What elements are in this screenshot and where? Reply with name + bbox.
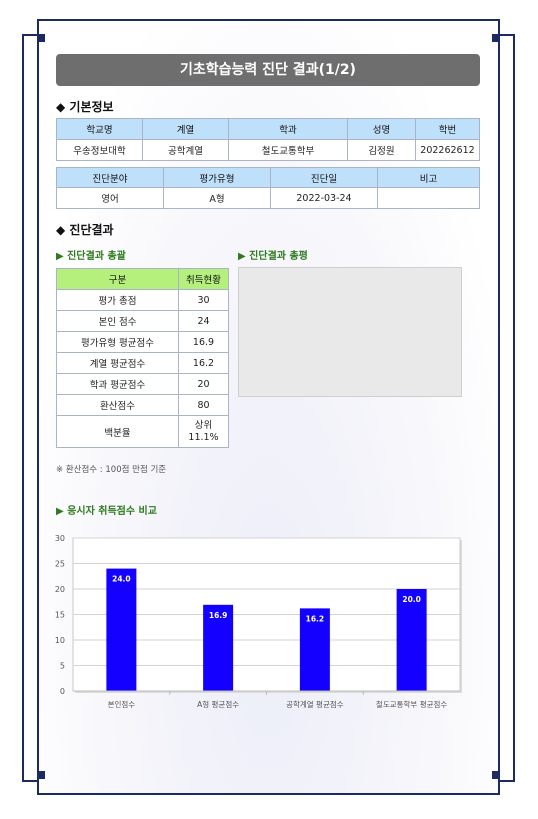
chart-area: 0 5 10 15 20 25 30 24.0 본인점수 16.9 A형 평균점수 16.2 공학계열 … bbox=[48, 526, 478, 716]
bar bbox=[203, 604, 234, 691]
frame-inner bbox=[37, 19, 500, 795]
percentile-value: 11.1% bbox=[188, 431, 219, 443]
cell-type: A형 bbox=[163, 187, 271, 209]
bar bbox=[106, 568, 137, 691]
row-value: 80 bbox=[178, 394, 229, 416]
y-tick-label: 20 bbox=[55, 585, 65, 594]
row-label: 백분율 bbox=[56, 415, 179, 448]
header-name: 성명 bbox=[347, 118, 416, 140]
row-value: 20 bbox=[178, 373, 229, 395]
header-date: 진단일 bbox=[270, 167, 378, 188]
x-tick-label: 공학계열 평균점수 bbox=[286, 699, 344, 709]
percentile-rank: 상위 bbox=[194, 419, 213, 431]
x-tick-label: 철도교통학부 평균점수 bbox=[376, 699, 447, 709]
cell-area: 영어 bbox=[56, 187, 164, 209]
corner-ornament bbox=[492, 771, 500, 779]
header-type: 평가유형 bbox=[163, 167, 271, 188]
page-title: 기초학습능력 진단 결과(1/2) bbox=[56, 54, 480, 86]
summary-heading: ▶ 진단결과 총괄 bbox=[56, 251, 126, 262]
bar bbox=[396, 589, 427, 691]
row-label: 본인 점수 bbox=[56, 310, 179, 332]
header-student-id: 학번 bbox=[415, 118, 480, 140]
corner-ornament bbox=[37, 34, 45, 42]
y-tick-label: 30 bbox=[55, 534, 65, 543]
row-label: 계열 평균점수 bbox=[56, 352, 179, 374]
data-label: 16.2 bbox=[306, 614, 325, 623]
note-text: ※ 환산점수 : 100점 만점 기준 bbox=[56, 465, 167, 475]
basic-info-table: 학교명 계열 학과 성명 학번 우송정보대학 공학계열 철도교통학부 김정원 2… bbox=[56, 118, 480, 161]
cell-school: 우송정보대학 bbox=[56, 139, 143, 161]
y-tick-label: 0 bbox=[60, 687, 65, 696]
section-result-heading: ◆ 진단결과 bbox=[56, 223, 114, 237]
header-field: 계열 bbox=[142, 118, 229, 140]
cell-field: 공학계열 bbox=[142, 139, 229, 161]
header-dept: 학과 bbox=[228, 118, 348, 140]
row-value: 16.9 bbox=[178, 331, 229, 353]
cell-remark bbox=[377, 187, 480, 209]
chart-heading: ▶ 응시자 취득점수 비교 bbox=[56, 506, 157, 517]
y-tick-label: 10 bbox=[55, 636, 65, 645]
x-tick-label: A형 평균점수 bbox=[197, 699, 239, 709]
row-value: 16.2 bbox=[178, 352, 229, 374]
row-label: 학과 평균점수 bbox=[56, 373, 179, 395]
cell-name: 김정원 bbox=[347, 139, 416, 161]
row-value: 30 bbox=[178, 289, 229, 311]
review-heading: ▶ 진단결과 총평 bbox=[238, 251, 308, 262]
data-label: 20.0 bbox=[402, 595, 421, 604]
x-tick-label: 본인점수 bbox=[108, 699, 136, 709]
summary-table: 구분 취득현황 평가 총점 30 본인 점수 24 평가유형 평균점수 16.9 계열… bbox=[56, 268, 229, 448]
header-school: 학교명 bbox=[56, 118, 143, 140]
bar bbox=[299, 608, 330, 691]
cell-dept: 철도교통학부 bbox=[228, 139, 348, 161]
header-score: 취득현황 bbox=[178, 268, 229, 290]
row-label: 평가유형 평균점수 bbox=[56, 331, 179, 353]
row-value: 24 bbox=[178, 310, 229, 332]
diagnosis-table: 진단분야 평가유형 진단일 비고 영어 A형 2022-03-24 bbox=[56, 167, 480, 209]
header-area: 진단분야 bbox=[56, 167, 164, 188]
data-label: 24.0 bbox=[112, 575, 131, 584]
y-tick-label: 15 bbox=[55, 611, 65, 620]
y-tick-label: 25 bbox=[55, 560, 65, 569]
row-value: 상위 11.1% bbox=[178, 415, 229, 448]
header-category: 구분 bbox=[56, 268, 179, 290]
corner-ornament bbox=[37, 771, 45, 779]
row-label: 환산점수 bbox=[56, 394, 179, 416]
section-basic-heading: ◆ 기본정보 bbox=[56, 100, 114, 114]
cell-date: 2022-03-24 bbox=[270, 187, 378, 209]
bar-chart: 0 5 10 15 20 25 30 24.0 본인점수 16.9 A형 평균점수 16.2 공학계열 … bbox=[55, 534, 462, 709]
y-tick-label: 5 bbox=[60, 662, 65, 671]
header-remark: 비고 bbox=[377, 167, 480, 188]
review-box bbox=[238, 267, 462, 397]
cell-student-id: 202262612 bbox=[415, 139, 480, 161]
data-label: 16.9 bbox=[209, 611, 228, 620]
row-label: 평가 총점 bbox=[56, 289, 179, 311]
corner-ornament bbox=[492, 34, 500, 42]
